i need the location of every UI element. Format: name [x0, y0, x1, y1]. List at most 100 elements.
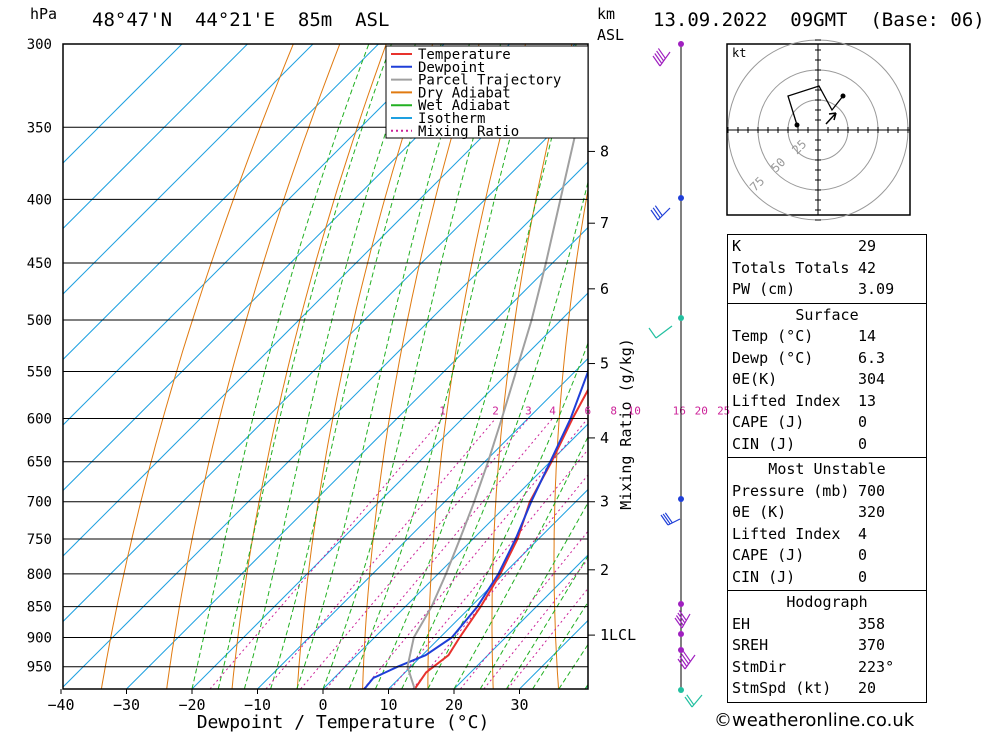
wind-level-dot [678, 601, 684, 607]
dry-adiabat-line [939, 44, 1000, 689]
index-value: 223° [858, 657, 895, 676]
index-row: θE (K) 320 [728, 502, 926, 524]
dry-adiabat-line [100, 44, 294, 689]
pressure-unit: hPa [30, 5, 58, 23]
index-label: K [732, 237, 742, 255]
wind-barb-feather [652, 207, 661, 219]
wet-adiabat-line [270, 44, 442, 689]
x-tick-label: −40 [47, 696, 74, 714]
index-label: Lifted Index [732, 391, 841, 410]
wind-barb [691, 694, 703, 708]
pressure-tick-label: 800 [27, 567, 52, 583]
index-label: Totals Totals [732, 258, 850, 277]
index-row: K 29 [728, 236, 926, 258]
mixing-ratio-label: 3 [525, 404, 532, 417]
km-tick-label: 8 [600, 142, 609, 160]
index-row: Lifted Index 4 [728, 524, 926, 546]
isotherm-line [63, 95, 588, 623]
legend-box [385, 45, 589, 139]
hodograph-point [840, 93, 846, 99]
wind-barb-feather [656, 50, 665, 62]
km-tick-label: 1LCL [600, 626, 636, 644]
isotherm-line [63, 44, 314, 295]
mixing-ratio-label: 10 [628, 404, 641, 417]
index-label: Lifted Index [732, 524, 841, 543]
km-tick-label: 7 [600, 214, 609, 232]
index-value: 0 [858, 434, 868, 453]
wind-barb-feather [654, 205, 663, 217]
x-tick-label: −10 [244, 696, 271, 714]
wind-level-dot [678, 496, 684, 502]
mixing-ratio-label: 2 [492, 404, 499, 417]
mixing-ratio-line [209, 418, 443, 689]
index-value: 358 [858, 614, 886, 633]
indices-unstable: Most Unstable Pressure (mb) 700 θE (K) 320 L… [727, 457, 927, 590]
km-tick-label: 6 [600, 280, 609, 298]
index-row: θE(K) 304 [728, 369, 926, 391]
hodograph-unit: kt [732, 46, 746, 60]
wind-barb-feather [686, 694, 695, 706]
index-row: CAPE (J) 0 [728, 545, 926, 567]
pressure-tick-label: 650 [27, 455, 52, 471]
mixing-ratio-label: 6 [584, 404, 591, 417]
x-tick-label: −30 [113, 696, 140, 714]
legend-label: Parcel Trajectory [418, 73, 561, 89]
pressure-tick-label: 350 [27, 120, 52, 136]
wind-level-dot [678, 41, 684, 47]
unstable-title: Most Unstable [768, 460, 886, 478]
wind-barb-feather [652, 55, 661, 67]
pressure-tick-label: 850 [27, 600, 52, 616]
index-row: Lifted Index 13 [728, 391, 926, 413]
wind-barb-feather [678, 610, 687, 621]
legend-label: Dewpoint [418, 60, 485, 76]
wet-adiabat-line [217, 44, 392, 689]
wind-barb-feather [654, 53, 663, 64]
index-row: PW (cm) 3.09 [728, 279, 926, 301]
index-row: Dewp (°C) 6.3 [728, 348, 926, 370]
hodo-title: Hodograph [786, 593, 868, 611]
dry-adiabat-line [553, 186, 588, 689]
wind-barb [659, 51, 671, 67]
wind-level-dot [678, 687, 684, 693]
x-tick-label: 10 [379, 696, 397, 714]
index-label: SREH [732, 636, 769, 654]
index-row: SREH 370 [728, 635, 926, 657]
index-value: 14 [858, 327, 877, 345]
pressure-tick-label: 950 [27, 660, 52, 676]
wet-adiabat-line [243, 44, 416, 689]
dry-adiabat-line [427, 44, 526, 689]
index-row: Totals Totals 42 [728, 258, 926, 280]
y-axis-label: Mixing Ratio (g/kg) [617, 338, 635, 510]
dry-adiabat-line [296, 44, 434, 689]
index-label: StmDir [732, 657, 787, 676]
x-tick-label: −20 [178, 696, 205, 714]
index-value: 0 [858, 567, 868, 586]
wind-barb-feather [679, 656, 688, 667]
datetime-title: 13.09.2022 09GMT (Base: 06) [653, 9, 985, 31]
x-tick-label: 30 [510, 696, 528, 714]
pressure-tick-label: 300 [27, 37, 52, 53]
isotherm-line [63, 44, 510, 492]
wet-adiabat-line [191, 44, 370, 689]
credit-link[interactable]: ©weatheronline.co.uk [714, 710, 915, 731]
surface-title: Surface [795, 305, 859, 324]
km-tick-label: 3 [600, 493, 609, 511]
wet-adiabat-line [453, 435, 588, 689]
wind-barb-feather [681, 653, 690, 665]
dry-adiabat-line [166, 44, 341, 689]
mixing-ratio-line [325, 418, 553, 689]
km-tick-label: 2 [600, 561, 609, 579]
index-value: 0 [858, 413, 868, 431]
isotherm-line [63, 161, 588, 688]
wind-barb-feather [660, 514, 669, 526]
isotherm-line [63, 44, 248, 230]
pressure-tick-label: 700 [27, 495, 52, 511]
isotherm-line [63, 44, 445, 426]
indices-surface: Surface Temp (°C) 14 Dewp (°C) 6.3 θE(K) 304 L… [727, 302, 927, 457]
wind-barb-feather [677, 612, 686, 624]
wind-barb [684, 654, 696, 670]
index-value: 42 [858, 258, 877, 277]
index-row: Pressure (mb) 700 [728, 481, 926, 503]
km-tick-label: 5 [600, 355, 609, 373]
